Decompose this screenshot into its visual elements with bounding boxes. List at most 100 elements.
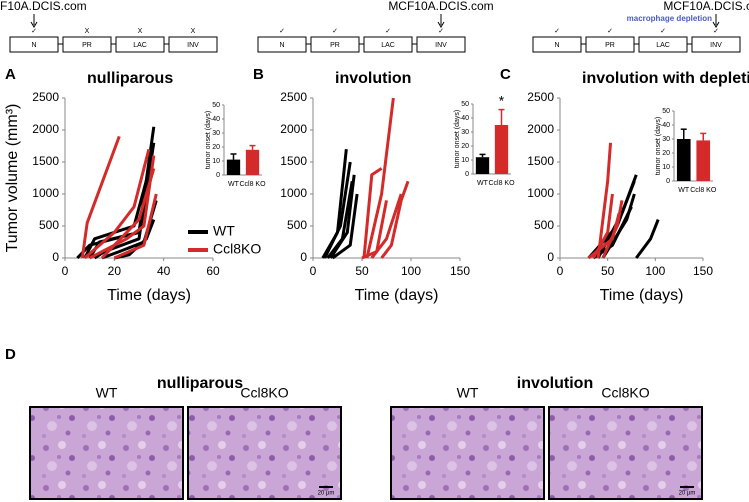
y-tick-label: 30 [461,129,469,136]
x-tick-label: WT [678,187,690,194]
x-tick-label: 150 [450,264,470,278]
x-tick-label: 50 [355,264,369,278]
growth-curve [100,167,156,260]
x-tick-label: 50 [601,264,615,278]
stage-label: PR [330,42,340,49]
stage-mark: X [191,28,196,35]
growth-curve [80,135,121,259]
stage-mark: ✓ [660,28,666,35]
stage-mark: ✓ [713,28,719,35]
panel-label: B [253,66,264,83]
stage-label: INV [710,42,722,49]
x-axis-label: Time (days) [355,287,439,304]
stage-box [363,36,413,53]
x-tick-label: 60 [206,264,220,278]
y-tick-label: 10 [662,164,670,171]
x-tick-label: 0 [62,264,69,278]
scale-bar-label: 20 µm [679,491,696,497]
growth-curve [361,200,388,260]
growth-curve [323,161,352,259]
legend-label: Ccl8KO [213,241,261,257]
stage-label: N [31,42,36,49]
bar [226,159,241,175]
y-tick-label: 40 [461,115,469,122]
panel-label: A [5,66,16,83]
growth-curve [329,174,356,259]
y-tick-label: 1000 [280,186,307,200]
arrow-head [712,21,720,28]
image-label: WT [96,385,118,401]
growth-curve [596,142,613,259]
growth-curve [362,167,383,259]
x-tick-label: Ccl8 KO [690,187,717,194]
stage-label: PR [605,42,615,49]
y-tick-label: 0 [547,250,554,264]
x-tick-label: WT [477,180,489,187]
x-tick-label: Ccl8 KO [488,180,515,187]
group-title: nulliparous [157,375,243,392]
y-tick-label: 1500 [32,154,59,168]
growth-curve [365,97,395,259]
stage-label: N [554,42,559,49]
y-tick-label: 0 [666,178,670,185]
x-tick-label: 0 [310,264,317,278]
y-tick-label: 30 [662,136,670,143]
growth-curve [380,180,410,259]
histology-image [187,406,342,500]
y-tick-label: 20 [212,144,220,151]
y-axis-label: Tumor volume (mm³) [4,104,21,253]
stage-label: N [279,42,284,49]
cell-line-label: MCF10A.DCIS.com [0,0,87,13]
y-tick-label: 2000 [32,122,59,136]
stage-box [532,36,582,53]
bar [475,157,490,174]
stage-box [257,36,307,53]
y-tick-label: 1000 [32,186,59,200]
stage-box [9,36,59,53]
y-tick-label: 30 [212,130,220,137]
stage-mark: ✓ [385,28,391,35]
bar [696,140,711,181]
y-axis-label: tumor onset (days) [655,117,662,175]
chart-title: involution with depletion [582,70,749,87]
y-tick-label: 500 [534,218,554,232]
stage-mark: ✓ [438,28,444,35]
y-tick-label: 20 [461,143,469,150]
stage-box [168,36,218,53]
stage-mark: ✓ [607,28,613,35]
bar [494,125,509,174]
x-tick-label: 150 [693,264,713,278]
y-tick-label: 500 [39,218,59,232]
stage-box [691,36,741,53]
stage-label: INV [435,42,447,49]
x-axis-label: Time (days) [600,287,684,304]
scale-bar-label: 20 µm [318,491,335,497]
significance: * [499,92,505,108]
x-tick-label: 40 [157,264,171,278]
x-tick-label: 100 [401,264,421,278]
y-tick-label: 0 [216,172,220,179]
y-tick-label: 2500 [32,90,59,104]
bar [676,139,691,181]
histology-image [548,406,703,500]
x-tick-label: WT [228,181,240,188]
stage-mark: X [138,28,143,35]
image-label: WT [457,385,479,401]
y-tick-label: 0 [52,250,59,264]
y-tick-label: 2500 [280,90,307,104]
arrow-head [437,21,445,28]
y-tick-label: 1500 [280,154,307,168]
y-tick-label: 1500 [527,154,554,168]
stage-mark: ✓ [554,28,560,35]
y-tick-label: 10 [461,157,469,164]
stage-label: PR [82,42,92,49]
stage-box [585,36,635,53]
y-tick-label: 50 [662,108,670,115]
stage-label: LAC [381,42,395,49]
histology-image [29,406,184,500]
growth-curve [601,193,636,259]
x-tick-label: 100 [645,264,665,278]
histology-image [390,406,545,500]
cell-line-label: MCF10A.DCIS.com [663,0,749,13]
y-axis-label: tumor onset (days) [205,111,212,169]
